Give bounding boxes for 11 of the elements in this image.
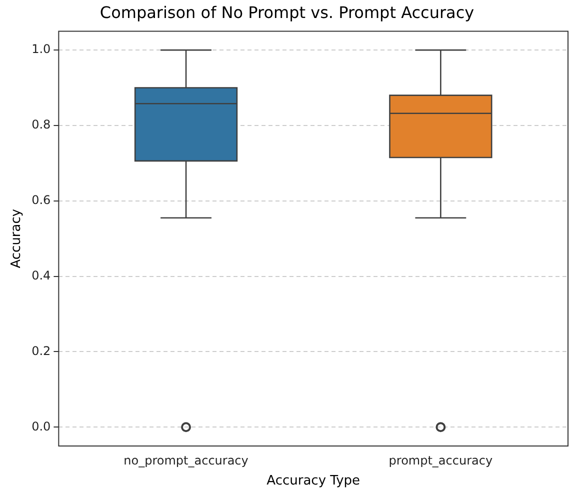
y-tick-label: 0.0: [32, 419, 51, 434]
y-tick-label: 0.6: [32, 193, 51, 208]
y-axis-title: Accuracy: [9, 208, 24, 268]
y-tick-label: 1.0: [32, 42, 51, 56]
x-axis-title: Accuracy Type: [266, 474, 360, 489]
x-tick-label: prompt_accuracy: [388, 453, 493, 468]
y-tick-label: 0.4: [32, 268, 51, 282]
x-tick-label: no_prompt_accuracy: [124, 453, 248, 468]
y-tick-label: 0.2: [32, 344, 51, 358]
y-tick-label: 0.8: [32, 118, 51, 132]
chart-title: Comparison of No Prompt vs. Prompt Accuracy: [100, 2, 474, 22]
